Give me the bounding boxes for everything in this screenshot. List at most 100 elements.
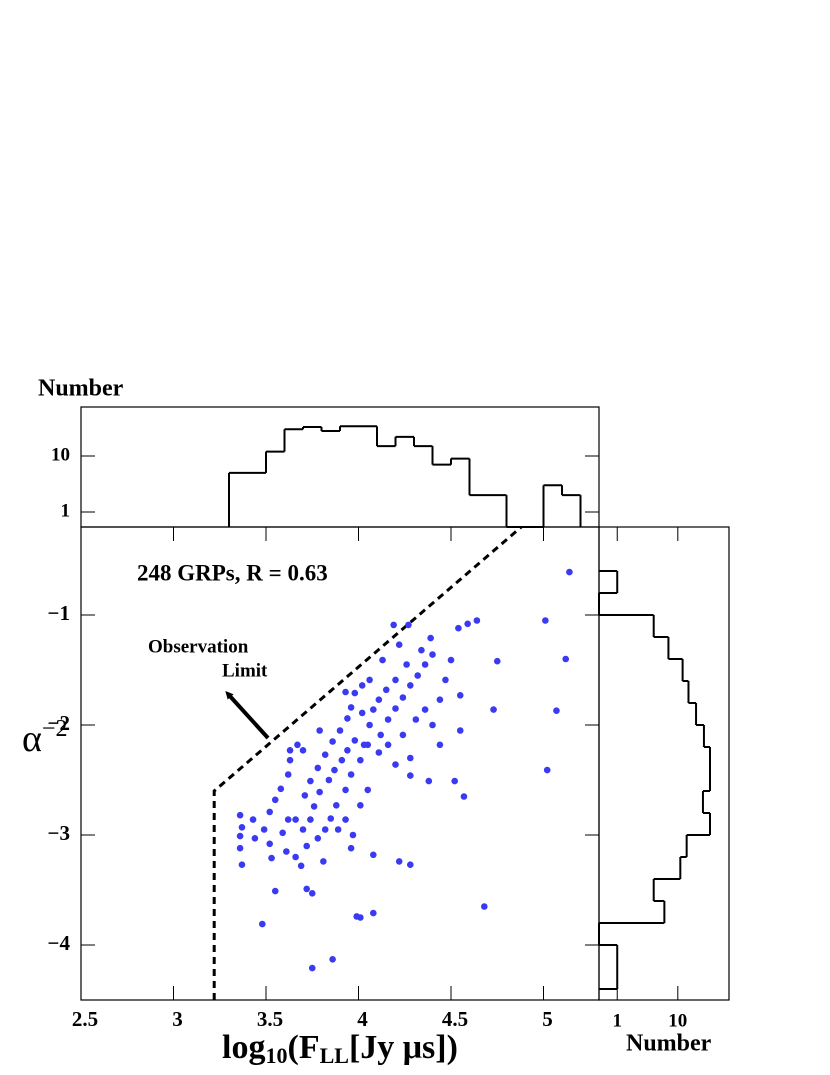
point	[481, 903, 488, 910]
point	[370, 706, 377, 713]
point	[347, 844, 355, 852]
point	[271, 887, 279, 895]
point	[390, 621, 397, 629]
point	[259, 920, 266, 928]
point	[301, 792, 309, 799]
point	[384, 716, 392, 723]
point	[427, 634, 434, 642]
point	[338, 756, 346, 764]
point	[236, 832, 244, 840]
x-tick-label: 10	[668, 1010, 687, 1031]
y-tick-label: 1	[61, 500, 71, 521]
point	[351, 689, 359, 697]
point	[333, 802, 340, 809]
point	[562, 655, 569, 663]
point	[357, 802, 364, 809]
point	[382, 686, 390, 694]
right-hist-frame	[598, 526, 730, 1001]
point	[327, 815, 335, 822]
limit-label: Observation	[148, 636, 249, 657]
label-part: (F	[288, 1029, 320, 1066]
point	[542, 617, 549, 624]
point	[283, 848, 290, 855]
x-tick-label: 5	[542, 1007, 553, 1031]
point	[342, 688, 349, 696]
point	[307, 777, 314, 785]
point	[553, 707, 560, 714]
point	[292, 853, 299, 861]
point	[329, 738, 336, 745]
point	[366, 721, 373, 729]
point	[464, 620, 471, 628]
point	[320, 858, 327, 865]
point	[405, 621, 412, 629]
point	[493, 657, 501, 665]
point	[307, 816, 314, 823]
point	[316, 788, 323, 796]
point	[303, 842, 311, 850]
point	[442, 676, 449, 684]
point	[379, 656, 386, 664]
point	[299, 826, 307, 833]
point	[425, 777, 433, 785]
point	[314, 835, 322, 842]
x-tick-label: 3	[172, 1007, 183, 1031]
point	[331, 766, 338, 774]
point	[392, 761, 399, 768]
point	[266, 840, 274, 848]
point	[292, 816, 299, 823]
x-tick-label: 4.5	[442, 1007, 468, 1031]
point	[236, 844, 244, 852]
point	[364, 786, 372, 794]
point	[329, 956, 336, 963]
point	[429, 721, 436, 729]
label-part: [Jy μs])	[349, 1029, 458, 1066]
point	[375, 696, 383, 703]
y-tick-label: 10	[51, 444, 70, 465]
point	[407, 682, 414, 689]
point	[294, 741, 301, 749]
point	[375, 749, 383, 756]
point	[342, 816, 349, 823]
label-part: 10	[266, 1043, 288, 1068]
point	[321, 751, 329, 758]
point	[418, 646, 425, 654]
point	[351, 737, 359, 744]
point	[260, 826, 268, 833]
point	[456, 692, 464, 699]
label-part: log	[222, 1029, 265, 1066]
point	[284, 816, 292, 823]
point	[384, 741, 392, 749]
point	[277, 785, 285, 793]
point	[566, 568, 573, 576]
point	[421, 661, 429, 668]
point	[407, 754, 414, 762]
y-axis-label: α−2	[22, 716, 67, 760]
annotation: 248 GRPs, R = 0.63	[137, 560, 328, 585]
point	[251, 835, 259, 842]
point	[279, 829, 286, 837]
point	[268, 854, 275, 862]
point	[334, 826, 342, 833]
point	[308, 964, 316, 972]
right-hist-label: Number	[626, 1031, 712, 1057]
point	[310, 803, 318, 810]
point	[357, 756, 364, 764]
point	[236, 811, 244, 819]
point	[414, 672, 422, 679]
point	[308, 890, 316, 897]
y-tick-label: −3	[48, 821, 70, 845]
point	[436, 741, 444, 749]
y-tick-label: −1	[48, 601, 70, 625]
point	[314, 764, 322, 772]
point	[344, 747, 351, 754]
top-hist-frame	[80, 406, 600, 528]
x-tick-label: 2.5	[72, 1007, 98, 1031]
observation-limit	[212, 525, 523, 1000]
limit-label: Limit	[222, 660, 268, 681]
point	[238, 861, 246, 868]
main-frame	[80, 526, 600, 1001]
top-hist-label: Number	[38, 376, 124, 402]
x-tick-label: 3.5	[257, 1007, 283, 1031]
